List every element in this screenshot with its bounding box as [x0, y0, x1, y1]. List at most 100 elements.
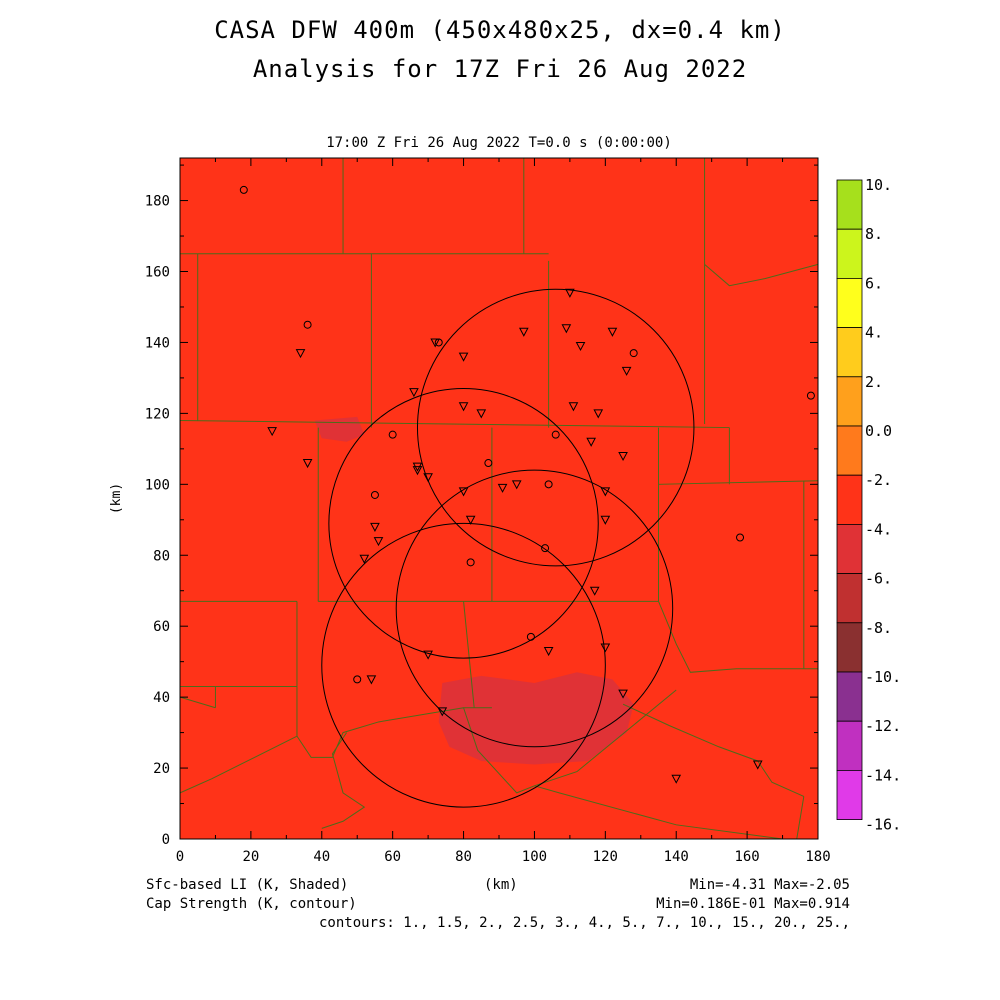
station-triangle-30 — [600, 515, 611, 525]
county-boundary-22 — [211, 735, 298, 780]
station-triangle-12 — [621, 366, 632, 376]
station-triangle-2 — [267, 427, 277, 437]
station-triangle-1 — [295, 349, 306, 359]
county-boundary-27 — [463, 601, 475, 708]
radar-range-rings — [321, 288, 695, 808]
colorbar-label-14: -16. — [865, 816, 901, 834]
y-tick-label-140: 140 — [145, 335, 170, 351]
station-triangle-21 — [423, 473, 433, 483]
x-tick-label-80: 80 — [455, 849, 472, 865]
station-triangle-4 — [409, 388, 419, 398]
colorbar-label-9: -6. — [865, 570, 892, 588]
colorbar-label-6: 0.0 — [865, 422, 892, 440]
y-axis-label: (km) — [109, 483, 124, 514]
station-triangle-34 — [600, 643, 611, 653]
colorbar-swatch-8 — [836, 524, 863, 575]
station-triangle-8 — [565, 288, 575, 298]
station-triangle-20 — [412, 466, 423, 476]
colorbar-label-10: -8. — [865, 619, 892, 637]
station-circle-14 — [526, 632, 535, 641]
colorbar-label-1: 10. — [865, 176, 892, 194]
county-boundary-32 — [796, 796, 805, 840]
station-triangle-33 — [543, 647, 554, 657]
y-tick-label-0: 0 — [162, 832, 170, 848]
y-tick-label-180: 180 — [145, 194, 170, 210]
colorbar-swatch-10 — [836, 622, 863, 673]
y-tick-label-60: 60 — [153, 619, 170, 635]
station-triangle-17 — [586, 437, 596, 447]
colorbar-swatch-13 — [836, 770, 863, 821]
station-triangle-36 — [618, 689, 628, 699]
station-triangle-24 — [511, 480, 522, 490]
station-circle-6 — [388, 430, 397, 439]
field-min-max: Min=-4.31 Max=-2.05 — [689, 877, 850, 893]
x-tick-label-160: 160 — [734, 849, 759, 865]
station-triangle-26 — [465, 515, 476, 525]
station-triangle-22 — [458, 487, 469, 497]
station-triangle-29 — [359, 554, 370, 564]
colorbar-label-13: -14. — [865, 766, 901, 784]
plot-area — [180, 158, 818, 839]
station-triangle-23 — [497, 483, 508, 493]
station-triangle-38 — [671, 774, 682, 784]
station-triangle-7 — [518, 327, 529, 337]
station-triangle-39 — [752, 760, 763, 770]
county-boundary-23 — [179, 778, 213, 794]
station-triangle-18 — [618, 451, 628, 461]
li-shaded-region-2 — [438, 672, 634, 765]
station-triangle-10 — [575, 341, 586, 352]
y-tick-label-100: 100 — [145, 477, 170, 493]
station-triangle-6 — [458, 352, 469, 362]
station-circle-5 — [806, 391, 815, 400]
chart-title-line1: CASA DFW 400m (450x480x25, dx=0.4 km) — [214, 16, 786, 44]
station-circle-8 — [484, 459, 493, 468]
colorbar-label-12: -12. — [865, 717, 901, 735]
radar-ring-2 — [328, 388, 599, 659]
county-boundary-28 — [658, 601, 818, 673]
station-triangle-37 — [437, 707, 448, 717]
colorbar-swatch-7 — [836, 474, 863, 525]
colorbar-label-11: -10. — [865, 668, 901, 686]
radar-ring-1 — [416, 288, 695, 567]
radar-ring-3 — [321, 522, 606, 808]
x-axis-label: (km) — [484, 877, 518, 893]
contour-levels: contours: 1., 1.5, 2., 2.5, 3., 4., 5., … — [318, 915, 850, 931]
y-tick-label-120: 120 — [145, 406, 170, 422]
x-tick-label-180: 180 — [805, 849, 830, 865]
station-triangle-27 — [370, 522, 380, 532]
county-boundary-7 — [179, 419, 730, 429]
x-tick-label-20: 20 — [242, 849, 259, 865]
contour-legend-label: Cap Strength (K, contour) — [146, 896, 357, 912]
colorbar-label-8: -4. — [865, 520, 892, 538]
station-triangle-16 — [593, 409, 604, 419]
county-boundary-30 — [534, 785, 783, 840]
station-triangle-25 — [600, 487, 611, 497]
county-boundary-26 — [462, 689, 677, 794]
colorbar-swatch-1 — [836, 179, 863, 230]
colorbar-swatch-12 — [836, 720, 863, 771]
station-triangle-11 — [607, 327, 618, 337]
colorbar-swatch-11 — [836, 671, 863, 722]
station-circle-11 — [541, 544, 550, 553]
y-tick-label-80: 80 — [153, 548, 170, 564]
station-triangle-13 — [458, 402, 469, 412]
colorbar-label-4: 4. — [865, 324, 883, 342]
county-boundaries — [179, 158, 819, 840]
colorbar-swatch-6 — [836, 425, 863, 476]
station-triangle-5 — [430, 338, 441, 348]
y-tick-label-40: 40 — [153, 690, 170, 706]
county-boundary-5 — [704, 263, 819, 287]
station-triangle-15 — [568, 402, 579, 412]
colorbar-label-3: 6. — [865, 274, 883, 292]
station-circle-1 — [239, 185, 248, 194]
colorbar-label-7: -2. — [865, 471, 892, 489]
station-triangle-35 — [366, 675, 377, 685]
station-triangle-9 — [561, 324, 572, 334]
colorbar-swatch-9 — [836, 573, 863, 624]
colorbar-label-5: 2. — [865, 373, 883, 391]
x-tick-label-120: 120 — [593, 849, 618, 865]
plot-subtitle: 17:00 Z Fri 26 Aug 2022 T=0.0 s (0:00:00… — [326, 135, 672, 151]
plot-axes: 0 20 40 60 80 100 120 140 160 180 0 20 40 60 80 100 120 1… — [109, 157, 831, 865]
radar-ring-4 — [395, 469, 674, 748]
